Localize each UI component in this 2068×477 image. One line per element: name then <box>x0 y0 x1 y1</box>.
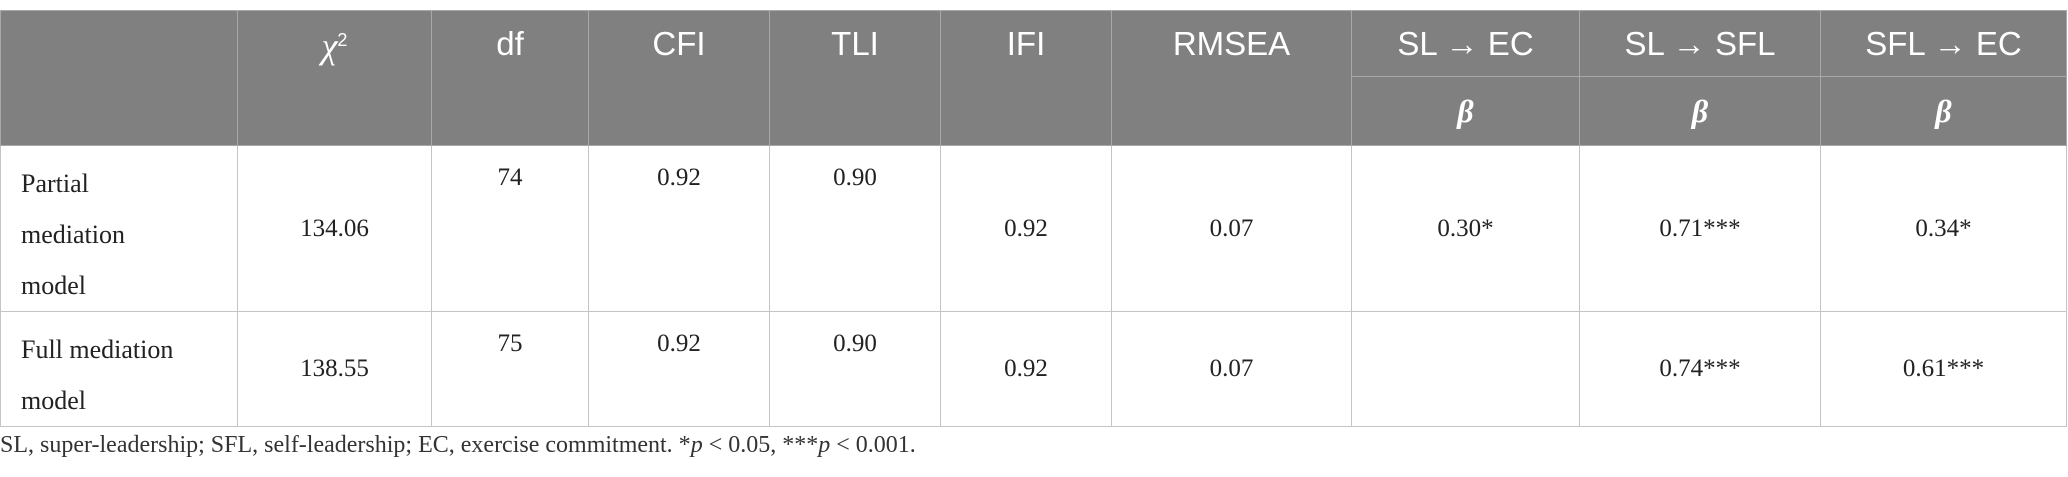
data-cell: 0.92 <box>940 145 1112 312</box>
data-cell: 0.92 <box>588 145 770 312</box>
data-cell: 0.92 <box>940 311 1112 427</box>
data-cell: 134.06 <box>237 145 432 312</box>
footnote: SL, super-leadership; SFL, self-leadersh… <box>0 432 916 459</box>
row-label-text: Full mediation model <box>21 335 174 415</box>
subheader-cell: β <box>1351 76 1580 146</box>
header-cell: TLI <box>769 10 941 146</box>
header-cell: IFI <box>940 10 1112 146</box>
empty-cell <box>1351 311 1580 427</box>
footnote-text: < 0.05, *** <box>702 432 819 458</box>
footnote-text: < 0.001. <box>830 432 916 458</box>
data-cell: 0.74*** <box>1579 311 1821 427</box>
header-cell <box>0 10 238 146</box>
subheader-cell: β <box>1579 76 1821 146</box>
header-row: χ2 df CFI TLI IFI RMSEA SL → EC SL → SFL SFL → E… <box>0 10 2067 146</box>
data-cell: 75 <box>431 311 589 427</box>
data-cell: 0.30* <box>1351 145 1580 312</box>
data-cell: 0.71*** <box>1579 145 1821 312</box>
header-cell: RMSEA <box>1111 10 1352 146</box>
header-cell: SL → EC <box>1351 10 1580 77</box>
header-cell: SFL → EC <box>1820 10 2067 77</box>
row-label: Partial mediation model <box>0 145 238 312</box>
data-cell: 0.61*** <box>1820 311 2067 427</box>
data-cell: 0.07 <box>1111 145 1352 312</box>
header-cell: CFI <box>588 10 770 146</box>
header-cell: χ2 <box>237 10 432 146</box>
header-cell: df <box>431 10 589 146</box>
subheader-cell: β <box>1820 76 2067 146</box>
results-table: χ2 df CFI TLI IFI RMSEA SL → EC SL → SFL SFL → E… <box>0 10 2067 427</box>
header-cell: SL → SFL <box>1579 10 1821 77</box>
row-label: Full mediation model <box>0 311 238 427</box>
header-symbol: χ <box>321 26 338 66</box>
data-cell: 0.07 <box>1111 311 1352 427</box>
data-row: Full mediation model 138.55 75 0.92 0.90 0.92… <box>0 311 2067 427</box>
data-row: Partial mediation model 134.06 74 0.92 0.90 0… <box>0 145 2067 312</box>
row-label-text: Partial mediation model <box>21 169 125 300</box>
footnote-text: SL, super-leadership; SFL, self-leadersh… <box>0 432 691 458</box>
header-superscript: 2 <box>337 30 348 50</box>
footnote-text: p <box>690 432 703 458</box>
footnote-text: p <box>818 432 831 458</box>
data-cell: 0.90 <box>769 311 941 427</box>
data-cell: 0.34* <box>1820 145 2067 312</box>
data-cell: 0.92 <box>588 311 770 427</box>
data-cell: 0.90 <box>769 145 941 312</box>
data-cell: 74 <box>431 145 589 312</box>
data-cell: 138.55 <box>237 311 432 427</box>
